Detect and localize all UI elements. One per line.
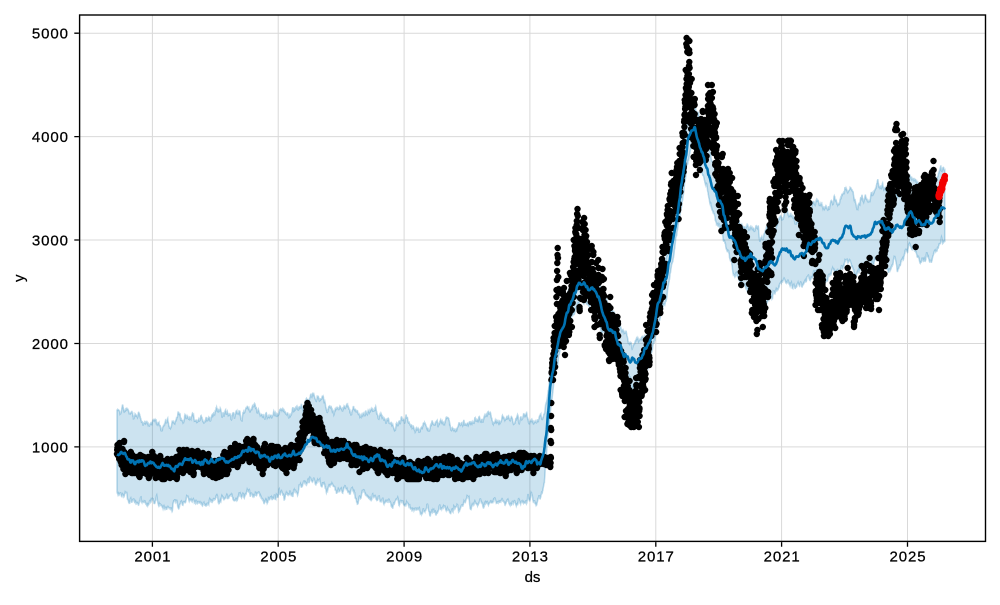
svg-text:2025: 2025 [890,548,927,565]
svg-text:2021: 2021 [764,548,801,565]
svg-text:2001: 2001 [134,548,171,565]
svg-text:2009: 2009 [386,548,423,565]
svg-text:5000: 5000 [32,26,69,43]
svg-text:2000: 2000 [32,336,69,353]
svg-text:3000: 3000 [32,232,69,249]
svg-text:2013: 2013 [512,548,549,565]
svg-text:2005: 2005 [260,548,297,565]
svg-text:ds: ds [525,569,541,586]
svg-text:1000: 1000 [32,439,69,456]
svg-text:y: y [11,274,28,282]
svg-text:2017: 2017 [638,548,675,565]
svg-text:4000: 4000 [32,129,69,146]
